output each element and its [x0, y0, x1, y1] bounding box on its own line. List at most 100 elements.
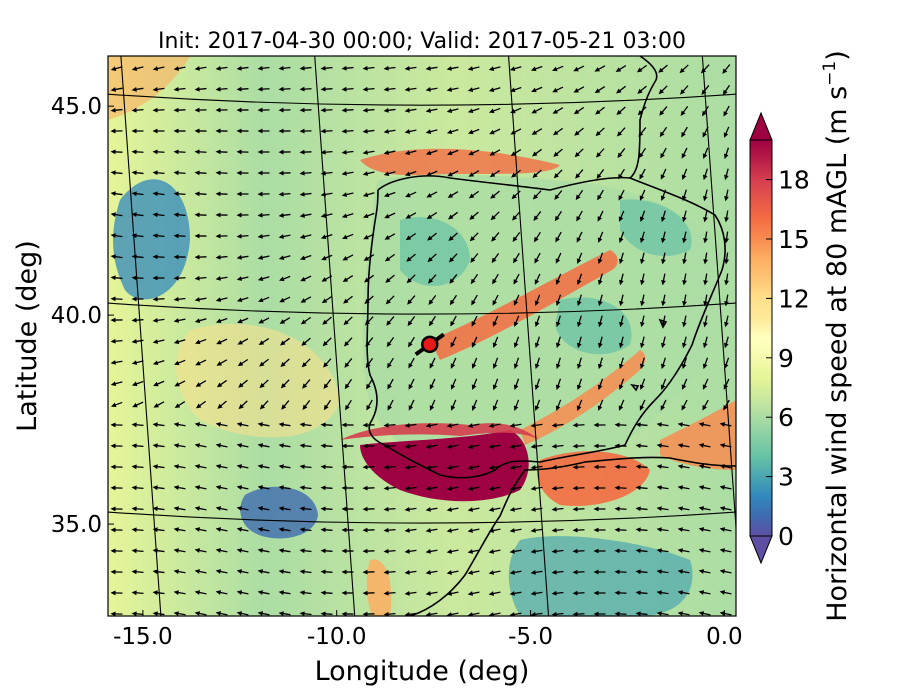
wind-arrow-head	[152, 464, 158, 470]
graticule	[108, 56, 736, 616]
wind-arrow-head	[278, 86, 284, 92]
wind-arrow-head	[677, 506, 683, 511]
wind-arrow-head	[573, 66, 579, 72]
wind-arrow-head	[572, 569, 578, 575]
wind-arrow-head	[110, 254, 116, 260]
wind-arrow-head	[173, 527, 179, 532]
wind-arrow-head	[278, 548, 284, 553]
wind-arrow-head	[530, 464, 536, 470]
colorbar-tick-label: 18	[778, 166, 810, 195]
wind-arrow-head	[639, 174, 644, 180]
wind-arrow-head	[446, 570, 453, 575]
wind-arrow-head	[593, 611, 599, 616]
wind-arrow-head	[616, 131, 623, 137]
wind-arrow-head	[195, 360, 201, 366]
wind-arrow-head	[362, 611, 368, 616]
wind-arrow-head	[341, 213, 348, 219]
x-axis-label: Longitude (deg)	[315, 656, 530, 687]
wind-arrow-head	[719, 611, 726, 616]
wind-arrow-head	[407, 299, 413, 305]
wind-arrow-head	[719, 485, 726, 490]
wind-arrow-head	[299, 506, 305, 512]
wind-arrow-head	[573, 109, 580, 115]
wind-arrow-head	[131, 107, 137, 113]
wind-arrow-head	[320, 506, 326, 512]
wind-arrow-head	[257, 611, 263, 616]
wind-arrow-head	[679, 67, 685, 74]
x-tick-label: -10.0	[307, 624, 367, 650]
wind-arrow-head	[194, 149, 200, 155]
wind-arrow-head	[490, 193, 496, 199]
wind-arrow-head	[447, 214, 454, 220]
wind-arrow-head	[320, 548, 326, 554]
wind-arrow-head	[446, 507, 453, 512]
wind-arrow-head	[341, 422, 347, 428]
wind-arrow-head	[152, 107, 158, 113]
wind-arrow-head	[258, 297, 264, 303]
wind-arrow-head	[509, 549, 515, 554]
wind-arrow-head	[677, 569, 683, 574]
wind-arrow-head	[488, 591, 495, 596]
wind-arrow-head	[362, 485, 368, 491]
wind-arrow-head	[428, 320, 434, 327]
wind-arrow-head	[341, 128, 347, 134]
wind-arrow-head	[404, 65, 410, 71]
wind-arrow-head	[342, 256, 348, 261]
meridian-line	[120, 56, 162, 616]
wind-arrow-head	[362, 548, 368, 554]
wind-arrow-head	[488, 528, 495, 533]
wind-arrow-head	[344, 362, 350, 368]
wind-arrow-head	[551, 548, 557, 554]
wind-arrow-head	[173, 170, 179, 176]
wind-arrow-head	[471, 405, 477, 411]
wind-arrow-head	[257, 443, 263, 448]
wind-arrow-head	[215, 569, 222, 574]
wind-arrow-head	[702, 174, 708, 181]
wind-arrow-head	[215, 464, 222, 469]
wind-arrow-head	[131, 527, 137, 533]
wind-arrow-head	[509, 66, 516, 72]
wind-arrow-head	[110, 149, 116, 155]
y-tick-label: 45.0	[51, 94, 102, 120]
wind-arrow-head	[639, 405, 645, 411]
wind-arrow-head	[576, 215, 581, 222]
wind-arrow-head	[597, 216, 603, 222]
wind-arrow-head	[723, 132, 729, 138]
wind-arrow-head	[488, 423, 495, 428]
wind-arrow-head	[681, 174, 687, 180]
wind-arrow-head	[278, 107, 284, 113]
wind-arrow-head	[618, 384, 624, 391]
wind-arrow-head	[635, 506, 641, 512]
wind-arrow-head	[404, 108, 410, 113]
wind-arrow-head	[531, 130, 538, 135]
wind-arrow-head	[635, 548, 641, 554]
wind-arrow-head	[383, 590, 389, 596]
wind-arrow-head	[257, 149, 263, 155]
wind-arrow-head	[257, 128, 263, 134]
wind-arrow-head	[467, 570, 474, 575]
wind-arrow-head	[598, 321, 603, 328]
wind-arrow-head	[533, 236, 539, 243]
wind-arrow-head	[446, 423, 453, 428]
wind-arrow-head	[492, 278, 497, 285]
wind-arrow-head	[509, 507, 515, 512]
wind-arrow-head	[152, 590, 158, 596]
parallel-line	[108, 511, 736, 524]
wind-arrow-head	[173, 548, 179, 553]
wind-arrow-head	[406, 256, 412, 262]
wind-arrow-head	[703, 301, 708, 307]
wind-arrow-head	[534, 384, 540, 391]
wind-arrow-head	[110, 128, 116, 134]
wind-arrow-head	[593, 506, 599, 512]
wind-arrow-head	[427, 256, 433, 263]
wind-arrow-head	[468, 193, 475, 199]
wind-arrow-head	[238, 403, 244, 410]
wind-arrow-head	[215, 611, 222, 616]
wind-arrow-head	[257, 233, 263, 239]
wind-arrow-head	[173, 86, 179, 92]
wind-arrow-head	[257, 107, 263, 113]
wind-arrow-head	[530, 443, 536, 449]
wind-arrow-head	[280, 383, 286, 389]
wind-arrow-head	[467, 612, 473, 616]
wind-arrow-head	[488, 570, 495, 575]
